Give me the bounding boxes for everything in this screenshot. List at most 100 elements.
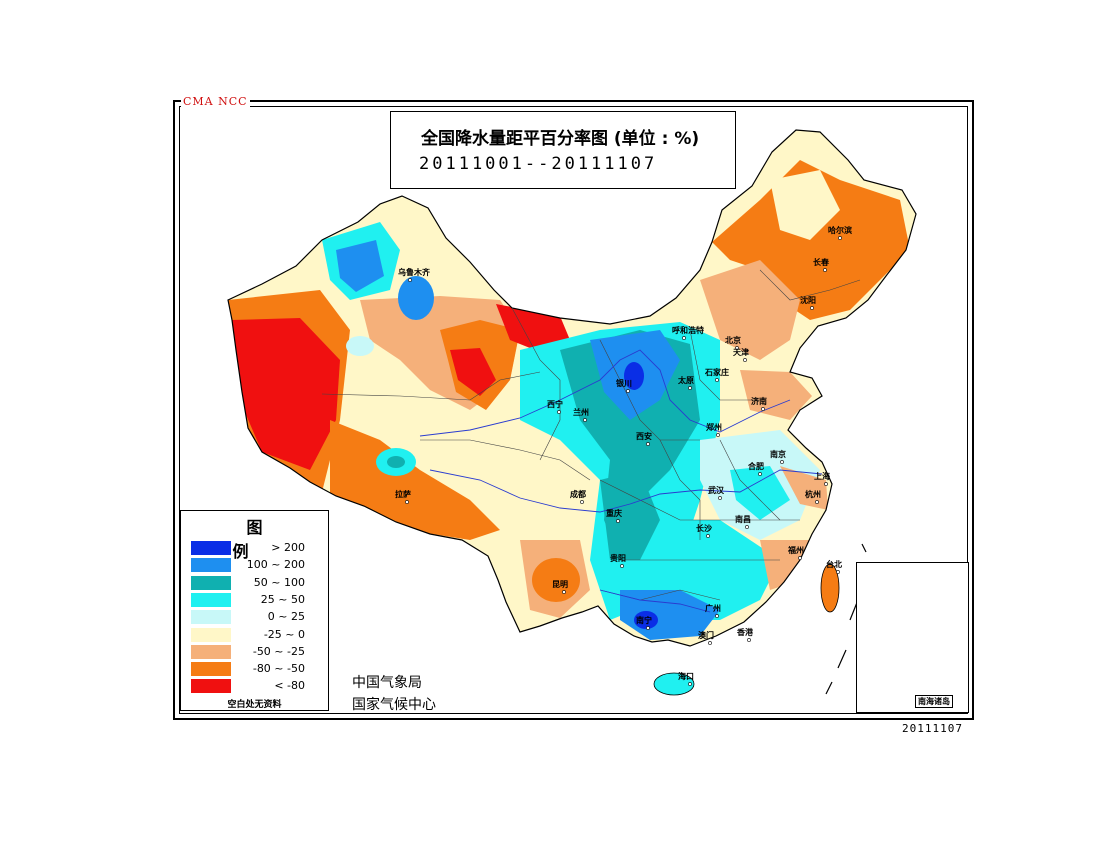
city-marker: 海口 [678, 671, 694, 686]
legend: 图 例 > 200 100 ~ 200 50 ~ 100 25 ~ 50 0 ~ 25 -… [180, 510, 329, 711]
city-label: 天津 [733, 347, 749, 357]
city-dot [682, 336, 686, 340]
city-label: 北京 [725, 335, 741, 345]
city-marker: 呼和浩特 [672, 325, 704, 340]
city-label: 兰州 [573, 407, 589, 417]
city-label: 重庆 [606, 508, 622, 518]
city-dot [716, 433, 720, 437]
map-period: 20111001--20111107 [419, 154, 658, 174]
city-label: 贵阳 [610, 553, 626, 563]
city-marker: 乌鲁木齐 [398, 267, 431, 282]
map-inner-frame [179, 106, 968, 714]
city-label: 南京 [770, 449, 786, 459]
legend-label: 50 ~ 100 [253, 575, 305, 589]
city-marker: 昆明 [552, 579, 568, 594]
city-marker: 长春 [813, 257, 829, 272]
city-label: 沈阳 [800, 295, 816, 305]
city-dot [646, 626, 650, 630]
city-dot [405, 500, 409, 504]
city-marker: 银川 [615, 378, 632, 393]
city-marker: 太原 [677, 375, 694, 390]
city-dot [706, 534, 710, 538]
city-marker: 石家庄 [704, 367, 729, 382]
legend-swatch [191, 627, 231, 642]
city-dot [761, 407, 765, 411]
legend-item: -25 ~ 0 [191, 627, 323, 645]
city-marker: 西宁 [547, 399, 563, 414]
city-marker: 重庆 [606, 508, 622, 523]
city-label: 广州 [705, 603, 721, 613]
city-marker: 天津 [733, 347, 749, 362]
city-marker: 合肥 [747, 461, 764, 476]
city-marker: 哈尔滨 [828, 225, 852, 240]
legend-item: < -80 [191, 679, 323, 696]
city-dot [408, 278, 412, 282]
city-label: 武汉 [708, 485, 725, 495]
city-marker: 北京 [725, 335, 741, 350]
inset-label: 南海诸岛 [915, 695, 953, 708]
agency-center: 国家气候中心 [352, 697, 436, 713]
city-label: 澳门 [698, 630, 714, 640]
city-label: 上海 [814, 471, 830, 481]
legend-label: -25 ~ 0 [263, 627, 305, 641]
city-dot [836, 570, 840, 574]
legend-label: 25 ~ 50 [260, 592, 305, 606]
city-dot [810, 306, 814, 310]
city-dot [562, 590, 566, 594]
city-dot [838, 236, 842, 240]
city-marker: 台北 [826, 559, 842, 574]
city-label: 石家庄 [704, 367, 729, 377]
legend-note: 空白处无资料 [227, 700, 282, 710]
city-marker: 福州 [787, 545, 804, 560]
city-dot [688, 682, 692, 686]
agency-name: 中国气象局 [352, 675, 422, 691]
city-label: 南昌 [735, 514, 751, 524]
city-label: 郑州 [706, 422, 722, 432]
legend-swatch [191, 575, 231, 590]
legend-swatch [191, 644, 231, 659]
city-dot [580, 500, 584, 504]
city-marker: 杭州 [805, 489, 821, 504]
city-label: 昆明 [552, 579, 568, 589]
city-dot [718, 496, 722, 500]
legend-item: 100 ~ 200 [191, 558, 323, 575]
city-label: 拉萨 [395, 489, 411, 499]
city-marker: 南昌 [735, 514, 751, 529]
city-dot [620, 564, 624, 568]
legend-label: -50 ~ -25 [252, 644, 305, 658]
city-marker: 香港 [736, 627, 754, 642]
title-box: 全国降水量距平百分率图 (单位 : %) 20111001--20111107 [390, 111, 736, 189]
city-label: 南宁 [636, 615, 652, 625]
city-dot [780, 460, 784, 464]
city-dot [743, 358, 747, 362]
city-marker: 南京 [770, 449, 786, 464]
city-marker: 广州 [705, 603, 721, 618]
city-dot [688, 386, 692, 390]
legend-item: 50 ~ 100 [191, 575, 323, 593]
city-marker: 郑州 [706, 422, 722, 437]
city-dot [557, 410, 561, 414]
city-label: 乌鲁木齐 [398, 267, 431, 277]
city-marker: 拉萨 [395, 489, 411, 504]
city-label: 合肥 [747, 461, 764, 471]
legend-swatch [191, 592, 231, 607]
city-label: 长春 [813, 257, 829, 267]
city-dot [824, 482, 828, 486]
city-dot [815, 500, 819, 504]
city-label: 太原 [677, 375, 694, 385]
legend-item: -80 ~ -50 [191, 662, 323, 679]
city-dot [646, 442, 650, 446]
city-dot [583, 418, 587, 422]
city-dot [758, 472, 762, 476]
legend-label: < -80 [274, 679, 305, 693]
city-label: 西宁 [547, 399, 563, 409]
city-marker: 武汉 [708, 485, 725, 500]
city-dot [626, 389, 630, 393]
city-label: 福州 [787, 545, 804, 555]
city-dot [798, 556, 802, 560]
date-stamp: 20111107 [902, 722, 963, 735]
city-dot [823, 268, 827, 272]
boundary-dashes [825, 543, 867, 695]
